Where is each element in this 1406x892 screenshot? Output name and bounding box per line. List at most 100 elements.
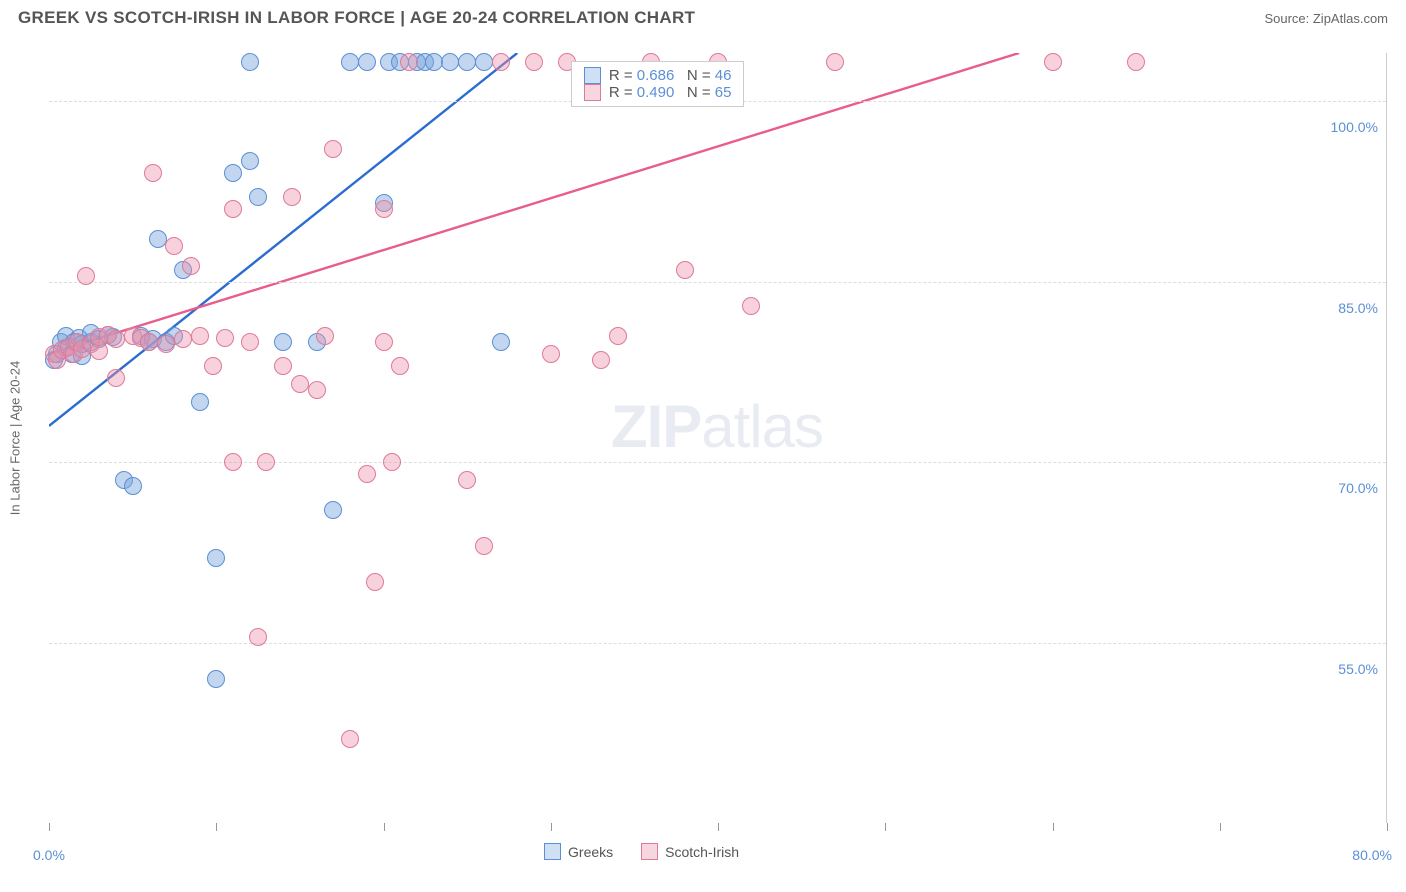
legend-stats-text: R = 0.686 N = 46 xyxy=(609,67,732,84)
data-point xyxy=(241,152,259,170)
x-tick-label: 0.0% xyxy=(33,847,65,863)
data-point xyxy=(224,200,242,218)
legend-item: Greeks xyxy=(544,843,613,860)
data-point xyxy=(324,501,342,519)
data-point xyxy=(274,333,292,351)
data-point xyxy=(283,188,301,206)
data-point xyxy=(1127,53,1145,71)
data-point xyxy=(475,537,493,555)
x-tick xyxy=(885,823,886,831)
legend-stats-text: R = 0.490 N = 65 xyxy=(609,84,732,101)
data-point xyxy=(375,200,393,218)
data-point xyxy=(249,188,267,206)
grid-line xyxy=(49,643,1386,644)
data-point xyxy=(191,393,209,411)
data-point xyxy=(207,549,225,567)
data-point xyxy=(542,345,560,363)
data-point xyxy=(308,381,326,399)
legend-swatch-icon xyxy=(584,84,601,101)
data-point xyxy=(182,257,200,275)
legend-item: Scotch-Irish xyxy=(641,843,739,860)
data-point xyxy=(592,351,610,369)
legend-swatch-icon xyxy=(544,843,561,860)
data-point xyxy=(609,327,627,345)
data-point xyxy=(224,453,242,471)
data-point xyxy=(274,357,292,375)
y-tick-label: 70.0% xyxy=(1338,480,1378,496)
data-point xyxy=(324,140,342,158)
data-point xyxy=(204,357,222,375)
x-tick xyxy=(1053,823,1054,831)
data-point xyxy=(341,730,359,748)
x-tick xyxy=(1387,823,1388,831)
data-point xyxy=(174,330,192,348)
legend-stats-row: R = 0.490 N = 65 xyxy=(584,84,732,101)
y-tick-label: 55.0% xyxy=(1338,661,1378,677)
data-point xyxy=(358,465,376,483)
data-point xyxy=(742,297,760,315)
data-point xyxy=(257,453,275,471)
data-point xyxy=(341,53,359,71)
data-point xyxy=(400,53,418,71)
data-point xyxy=(1044,53,1062,71)
legend-label: Scotch-Irish xyxy=(665,844,739,860)
data-point xyxy=(241,333,259,351)
data-point xyxy=(149,230,167,248)
x-tick xyxy=(718,823,719,831)
x-tick xyxy=(551,823,552,831)
data-point xyxy=(165,237,183,255)
data-point xyxy=(383,453,401,471)
data-point xyxy=(366,573,384,591)
y-axis-label: In Labor Force | Age 20-24 xyxy=(8,361,23,515)
data-point xyxy=(425,53,443,71)
data-point xyxy=(124,477,142,495)
data-point xyxy=(77,267,95,285)
data-point xyxy=(441,53,459,71)
data-point xyxy=(249,628,267,646)
data-point xyxy=(216,329,234,347)
legend-swatch-icon xyxy=(641,843,658,860)
correlation-chart: In Labor Force | Age 20-24 ZIPatlas 55.0… xyxy=(49,53,1387,823)
x-tick xyxy=(384,823,385,831)
data-point xyxy=(391,357,409,375)
data-point xyxy=(157,335,175,353)
data-point xyxy=(291,375,309,393)
x-tick xyxy=(1220,823,1221,831)
data-point xyxy=(492,333,510,351)
data-point xyxy=(358,53,376,71)
chart-title: GREEK VS SCOTCH-IRISH IN LABOR FORCE | A… xyxy=(18,8,695,28)
x-tick xyxy=(49,823,50,831)
data-point xyxy=(107,330,125,348)
y-tick-label: 100.0% xyxy=(1331,119,1378,135)
data-point xyxy=(375,333,393,351)
data-point xyxy=(458,53,476,71)
x-tick xyxy=(216,823,217,831)
data-point xyxy=(676,261,694,279)
legend-series: Greeks Scotch-Irish xyxy=(544,843,739,860)
data-point xyxy=(140,333,158,351)
data-point xyxy=(224,164,242,182)
legend-stats: R = 0.686 N = 46R = 0.490 N = 65 xyxy=(571,61,745,107)
trend-line xyxy=(49,53,1019,354)
data-point xyxy=(107,369,125,387)
data-point xyxy=(191,327,209,345)
data-point xyxy=(826,53,844,71)
data-point xyxy=(525,53,543,71)
data-point xyxy=(492,53,510,71)
data-point xyxy=(241,53,259,71)
legend-stats-row: R = 0.686 N = 46 xyxy=(584,67,732,84)
data-point xyxy=(458,471,476,489)
x-tick-label: 80.0% xyxy=(1352,847,1392,863)
chart-source: Source: ZipAtlas.com xyxy=(1264,11,1388,26)
plot-area: In Labor Force | Age 20-24 ZIPatlas 55.0… xyxy=(49,53,1387,823)
data-point xyxy=(475,53,493,71)
watermark: ZIPatlas xyxy=(611,392,823,461)
chart-header: GREEK VS SCOTCH-IRISH IN LABOR FORCE | A… xyxy=(0,0,1406,42)
grid-line xyxy=(49,462,1386,463)
y-tick-label: 85.0% xyxy=(1338,300,1378,316)
data-point xyxy=(316,327,334,345)
data-point xyxy=(207,670,225,688)
data-point xyxy=(144,164,162,182)
legend-label: Greeks xyxy=(568,844,613,860)
legend-swatch-icon xyxy=(584,67,601,84)
